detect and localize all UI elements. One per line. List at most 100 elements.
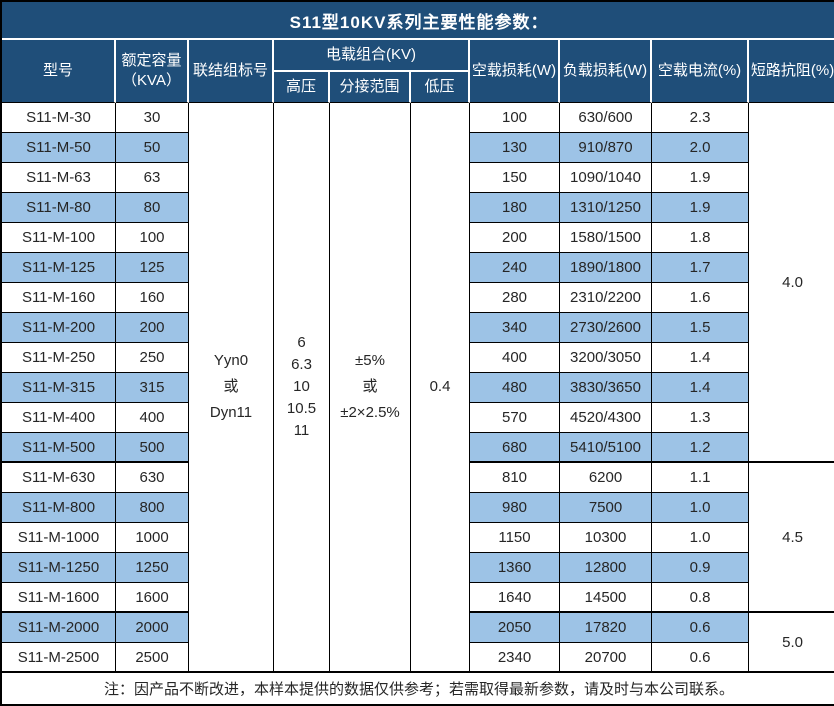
no-load-current-cell: 1.6: [652, 283, 749, 313]
connection-group-cell-line: Yyn0: [213, 352, 249, 369]
capacity-cell: 1000: [116, 523, 189, 553]
table-row: S11-M-50 50 130 910/870 2.0: [2, 133, 834, 163]
no-load-loss-cell: 810: [470, 463, 560, 493]
hv-cell-line: 6.3: [291, 356, 312, 373]
no-load-current-cell: 1.0: [652, 523, 749, 553]
load-loss-cell: 6200: [560, 463, 652, 493]
no-load-current-cell: 1.1: [652, 463, 749, 493]
model-cell: S11-M-800: [2, 493, 116, 523]
table-row: S11-M-1000 1000 1150 10300 1.0: [2, 523, 834, 553]
model-cell: S11-M-125: [2, 253, 116, 283]
no-load-loss-cell: 400: [470, 343, 560, 373]
header-row-1: 型号 额定容量 （KVA） 联结组标号 电载组合(KV) 空载损耗(W) 负载损…: [2, 40, 834, 103]
load-loss-cell: 1890/1800: [560, 253, 652, 283]
capacity-cell: 250: [116, 343, 189, 373]
col-header-no-load-loss: 空载损耗(W): [470, 40, 560, 103]
col-header-model: 型号: [2, 40, 116, 103]
col-header-load-loss: 负载损耗(W): [560, 40, 652, 103]
no-load-loss-cell: 1360: [470, 553, 560, 583]
no-load-loss-cell: 340: [470, 313, 560, 343]
capacity-cell: 100: [116, 223, 189, 253]
model-cell: S11-M-1600: [2, 583, 116, 613]
no-load-loss-cell: 2050: [470, 613, 560, 643]
no-load-current-cell: 1.9: [652, 193, 749, 223]
load-loss-cell: 910/870: [560, 133, 652, 163]
capacity-cell: 2500: [116, 643, 189, 673]
no-load-loss-cell: 280: [470, 283, 560, 313]
load-loss-cell: 630/600: [560, 103, 652, 133]
model-cell: S11-M-500: [2, 433, 116, 463]
no-load-loss-cell: 130: [470, 133, 560, 163]
model-cell: S11-M-1000: [2, 523, 116, 553]
load-loss-cell: 12800: [560, 553, 652, 583]
model-cell: S11-M-250: [2, 343, 116, 373]
model-cell: S11-M-63: [2, 163, 116, 193]
tap-range-cell-line: ±5%: [355, 352, 385, 369]
capacity-cell: 80: [116, 193, 189, 223]
connection-group-cell: Yyn0 或 Dyn11: [189, 103, 274, 673]
hv-cell-line: 10: [293, 378, 310, 395]
hv-cell-line: 11: [293, 422, 310, 439]
spec-table-body: S11-M-30 30 Yyn0 或 Dyn11 6 6.3 10 10.5 11 ±5% 或 ±2×2…: [2, 103, 834, 673]
no-load-current-cell: 1.4: [652, 343, 749, 373]
no-load-current-cell: 0.9: [652, 553, 749, 583]
col-header-hv: 高压: [274, 72, 330, 103]
load-loss-cell: 17820: [560, 613, 652, 643]
note-row: 注：因产品不断改进，本样本提供的数据仅供参考；若需取得最新参数，请及时与本公司联…: [2, 673, 834, 704]
col-header-capacity-line1: 额定容量: [121, 52, 182, 69]
table-row: S11-M-400 400 570 4520/4300 1.3: [2, 403, 834, 433]
table-row: S11-M-800 800 980 7500 1.0: [2, 493, 834, 523]
no-load-loss-cell: 100: [470, 103, 560, 133]
no-load-loss-cell: 150: [470, 163, 560, 193]
no-load-loss-cell: 570: [470, 403, 560, 433]
capacity-cell: 160: [116, 283, 189, 313]
load-loss-cell: 2730/2600: [560, 313, 652, 343]
no-load-current-cell: 2.3: [652, 103, 749, 133]
no-load-current-cell: 2.0: [652, 133, 749, 163]
footer-note: 注：因产品不断改进，本样本提供的数据仅供参考；若需取得最新参数，请及时与本公司联…: [2, 673, 834, 704]
capacity-cell: 125: [116, 253, 189, 283]
table-row: S11-M-2500 2500 2340 20700 0.6: [2, 643, 834, 673]
no-load-current-cell: 1.4: [652, 373, 749, 403]
table-row: S11-M-100 100 200 1580/1500 1.8: [2, 223, 834, 253]
no-load-loss-cell: 240: [470, 253, 560, 283]
tap-range-cell-line: ±2×2.5%: [340, 404, 400, 421]
connection-group-cell-line: Dyn11: [209, 404, 253, 421]
no-load-loss-cell: 2340: [470, 643, 560, 673]
no-load-current-cell: 1.3: [652, 403, 749, 433]
col-header-lv: 低压: [411, 72, 470, 103]
no-load-current-cell: 1.9: [652, 163, 749, 193]
no-load-current-cell: 0.8: [652, 583, 749, 613]
capacity-cell: 630: [116, 463, 189, 493]
load-loss-cell: 10300: [560, 523, 652, 553]
connection-group-cell-line: 或: [223, 378, 239, 395]
page-title: S11型10KV系列主要性能参数：: [2, 2, 834, 40]
load-loss-cell: 7500: [560, 493, 652, 523]
load-loss-cell: 20700: [560, 643, 652, 673]
no-load-current-cell: 1.7: [652, 253, 749, 283]
table-row: S11-M-630 630 810 6200 1.1 4.5: [2, 463, 834, 613]
capacity-cell: 50: [116, 133, 189, 163]
model-cell: S11-M-1250: [2, 553, 116, 583]
col-header-capacity-line2: （KVA）: [122, 72, 181, 89]
col-header-connection: 联结组标号: [189, 40, 274, 103]
no-load-loss-cell: 980: [470, 493, 560, 523]
no-load-loss-cell: 1640: [470, 583, 560, 613]
load-loss-cell: 4520/4300: [560, 403, 652, 433]
load-loss-cell: 1580/1500: [560, 223, 652, 253]
title-row: S11型10KV系列主要性能参数：: [2, 2, 834, 40]
table-row: S11-M-500 500 680 5410/5100 1.2: [2, 433, 834, 463]
no-load-current-cell: 1.2: [652, 433, 749, 463]
load-loss-cell: 5410/5100: [560, 433, 652, 463]
model-cell: S11-M-50: [2, 133, 116, 163]
lv-cell: 0.4: [411, 103, 470, 673]
capacity-cell: 315: [116, 373, 189, 403]
tap-range-cell-line: 或: [362, 378, 378, 395]
no-load-loss-cell: 480: [470, 373, 560, 403]
col-header-capacity: 额定容量 （KVA）: [116, 40, 189, 103]
no-load-current-cell: 1.5: [652, 313, 749, 343]
no-load-loss-cell: 200: [470, 223, 560, 253]
capacity-cell: 2000: [116, 613, 189, 643]
model-cell: S11-M-100: [2, 223, 116, 253]
